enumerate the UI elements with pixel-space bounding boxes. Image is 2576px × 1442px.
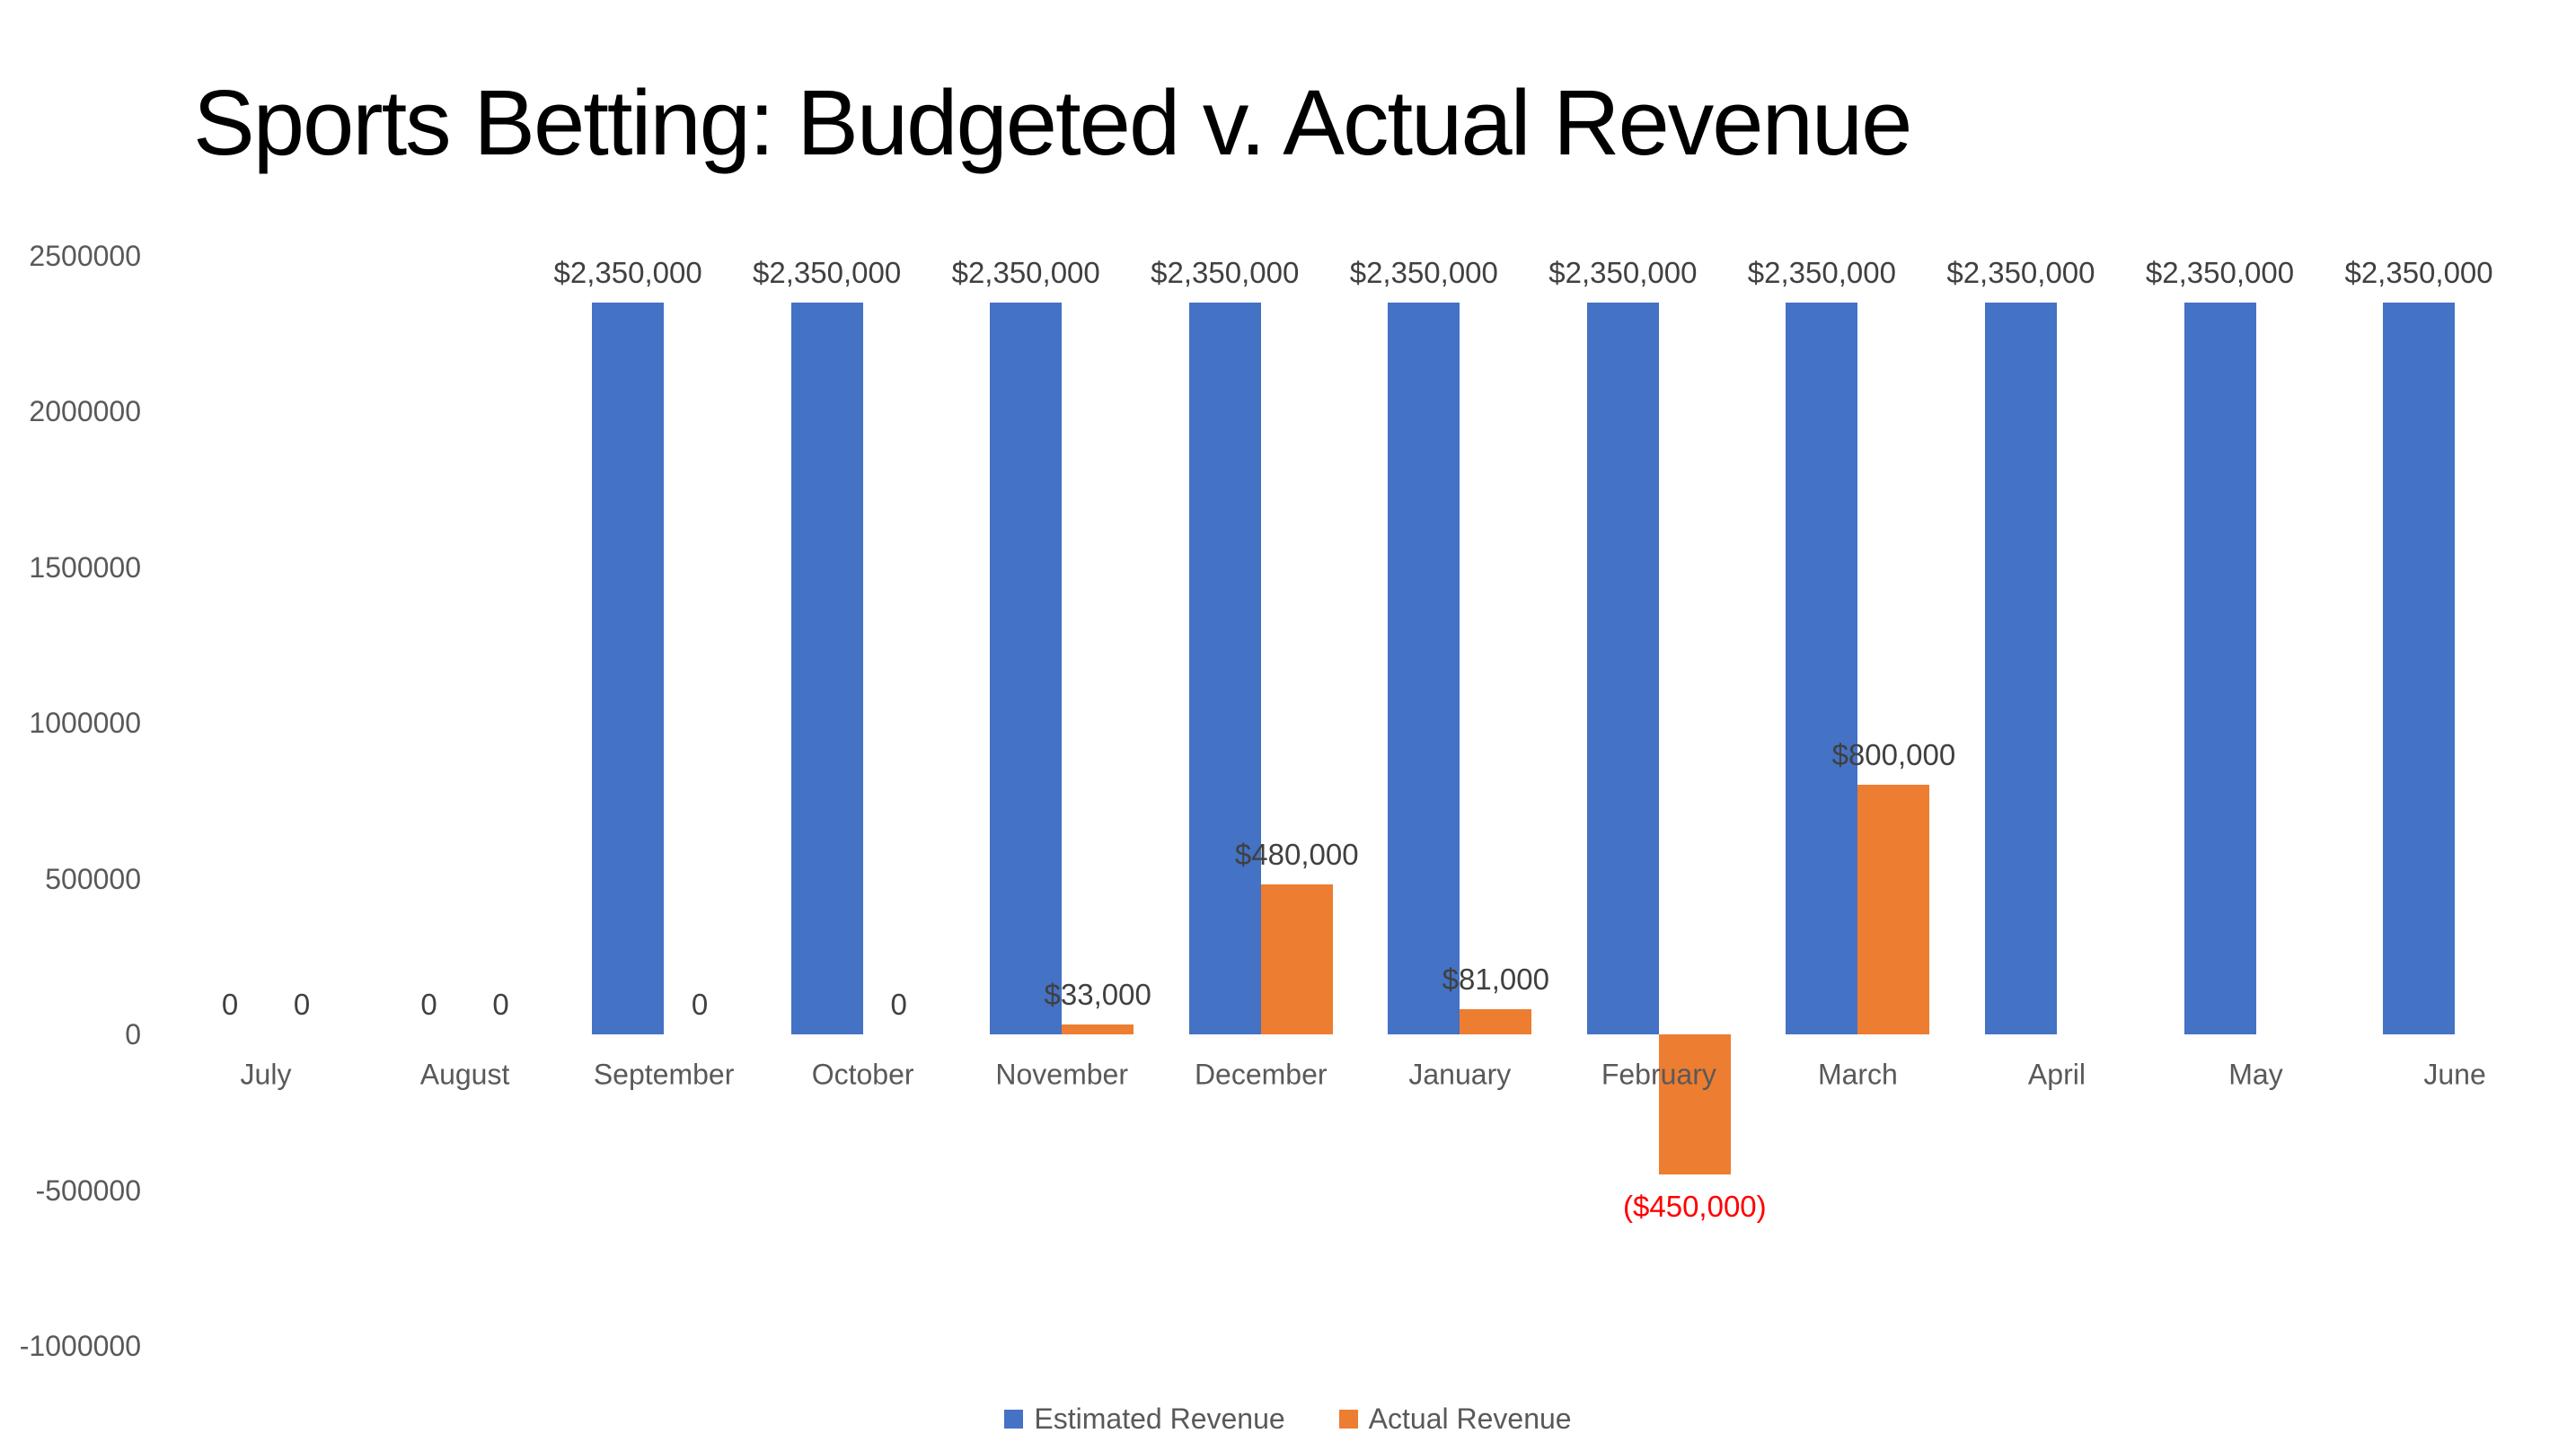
data-label: $2,350,000 (2145, 255, 2295, 289)
x-axis-category-label: February (1601, 1058, 1716, 1091)
data-label: 0 (691, 988, 709, 1021)
legend-label-estimated-revenue: Estimated Revenue (1034, 1402, 1285, 1435)
actual-revenue-bar (1260, 884, 1333, 1034)
data-label: $2,350,000 (1151, 255, 1300, 289)
x-axis-category-label: June (2423, 1058, 2486, 1091)
legend-swatch-estimated-revenue-icon (1004, 1409, 1024, 1429)
y-axis-tick-label: 500000 (45, 862, 141, 895)
data-label: 0 (492, 988, 509, 1021)
actual-revenue-bar (1460, 1008, 1532, 1034)
data-label: $2,350,000 (2344, 255, 2493, 289)
legend-label-actual-revenue: Actual Revenue (1368, 1402, 1572, 1435)
x-axis-category-label: December (1194, 1058, 1328, 1091)
estimated-revenue-bar (2183, 302, 2256, 1034)
data-label: 0 (221, 988, 239, 1021)
data-label: 0 (420, 988, 437, 1021)
estimated-revenue-bar (2383, 302, 2456, 1034)
estimated-revenue-bar (1188, 302, 1261, 1034)
data-label: $800,000 (1831, 738, 1956, 772)
chart-legend: Estimated Revenue Actual Revenue (0, 1399, 2576, 1438)
x-axis-category-label: October (811, 1058, 914, 1091)
estimated-revenue-bar (592, 302, 665, 1034)
data-label: $2,350,000 (951, 255, 1100, 289)
data-label: $2,350,000 (753, 255, 902, 289)
y-axis-tick-label: -500000 (35, 1174, 141, 1207)
x-axis-category-label: January (1408, 1058, 1512, 1091)
data-label: $33,000 (1044, 977, 1151, 1011)
x-axis-category-label: September (593, 1058, 735, 1091)
data-label: 0 (293, 988, 311, 1021)
estimated-revenue-bar (1388, 302, 1460, 1034)
x-axis-category-label: July (240, 1058, 292, 1091)
data-label: $81,000 (1442, 962, 1549, 996)
legend-swatch-actual-revenue-icon (1338, 1409, 1358, 1429)
data-label: ($450,000) (1623, 1190, 1767, 1224)
data-label: $2,350,000 (553, 255, 702, 289)
x-axis-category-label: August (419, 1058, 510, 1091)
x-axis-category-label: March (1817, 1058, 1898, 1091)
y-axis-tick-label: -1000000 (19, 1330, 141, 1362)
estimated-revenue-bar (1786, 302, 1858, 1034)
actual-revenue-bar (1857, 785, 1930, 1034)
estimated-revenue-bar (790, 302, 863, 1034)
y-axis-tick-label: 0 (125, 1018, 141, 1051)
data-label: $480,000 (1234, 838, 1359, 872)
legend-item-actual-revenue: Actual Revenue (1338, 1402, 1572, 1436)
y-axis-tick-label: 2500000 (29, 239, 141, 272)
estimated-revenue-bar (990, 302, 1063, 1034)
data-label: $2,350,000 (1946, 255, 2095, 289)
estimated-revenue-bar (1984, 302, 2057, 1034)
y-axis-tick-label: 2000000 (29, 395, 141, 427)
data-label: $2,350,000 (1548, 255, 1698, 289)
estimated-revenue-bar (1586, 302, 1659, 1034)
actual-revenue-bar (1658, 1034, 1731, 1175)
legend-item-estimated-revenue: Estimated Revenue (1004, 1402, 1285, 1436)
x-axis-category-label: May (2228, 1058, 2283, 1091)
data-label: $2,350,000 (1747, 255, 1896, 289)
data-label: 0 (890, 988, 907, 1021)
data-label: $2,350,000 (1349, 255, 1498, 289)
chart-title: Sports Betting: Budgeted v. Actual Reven… (193, 71, 1912, 174)
x-axis-category-label: November (995, 1058, 1128, 1091)
y-axis-tick-label: 1000000 (29, 707, 141, 739)
x-axis-category-label: April (2027, 1058, 2086, 1091)
actual-revenue-bar (1062, 1024, 1134, 1034)
y-axis-tick-label: 1500000 (29, 550, 141, 584)
